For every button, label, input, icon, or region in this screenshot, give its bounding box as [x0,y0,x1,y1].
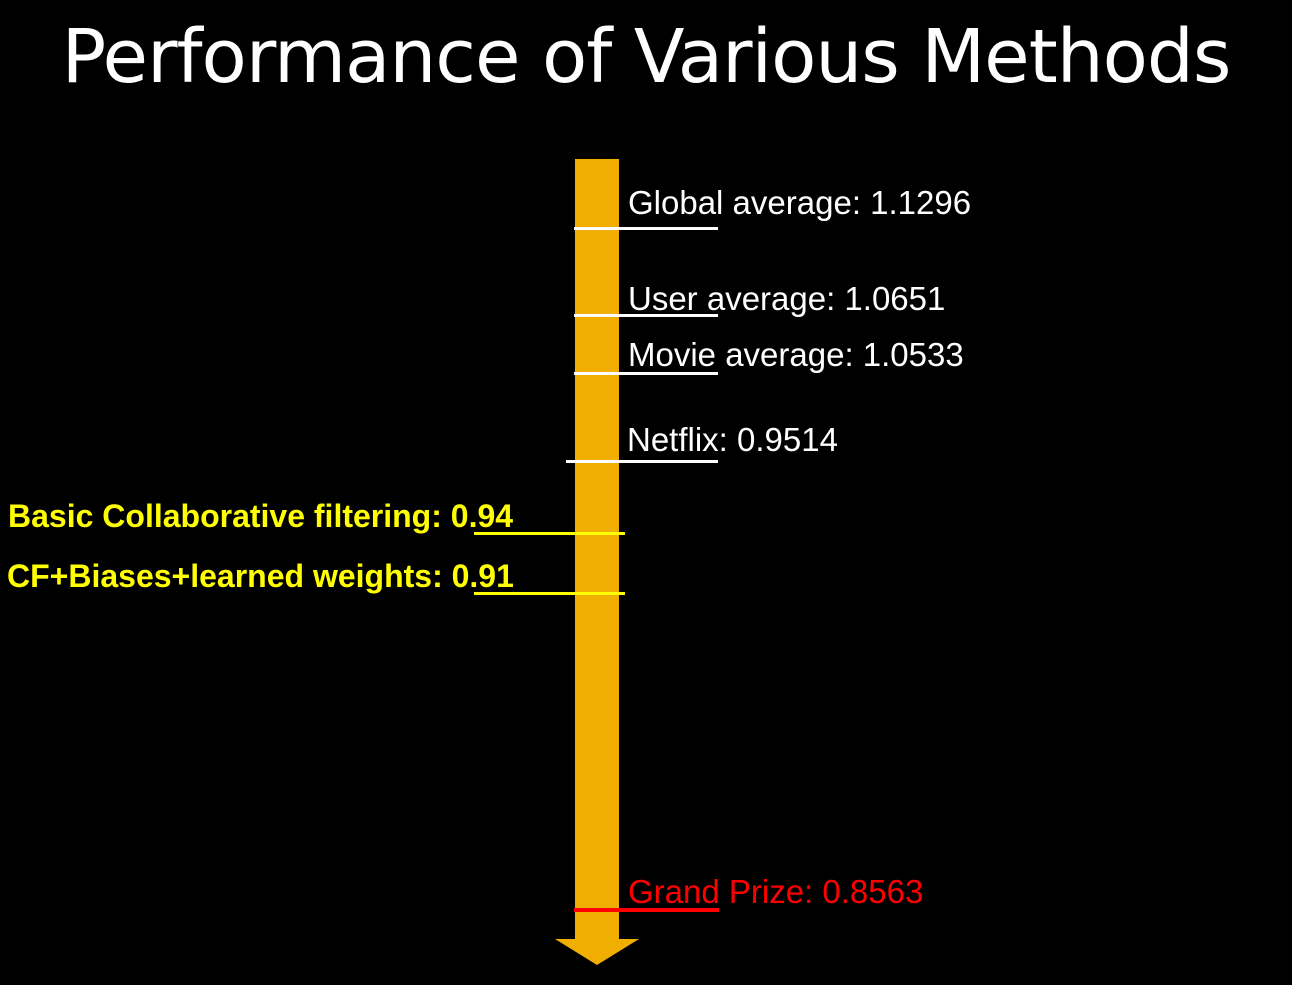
label-netflix: Netflix: 0.9514 [627,421,838,458]
tick-global-average [574,227,718,230]
slide-title: Performance of Various Methods [61,14,1232,100]
tick-grand-prize [574,908,719,912]
tick-user-average [574,314,718,317]
tick-netflix [566,460,718,463]
label-movie-average: Movie average: 1.0533 [628,336,964,373]
tick-basic-cf [474,532,625,535]
label-user-average: User average: 1.0651 [628,280,946,317]
scale-arrow-shaft [575,159,619,941]
label-basic-cf: Basic Collaborative filtering: 0.94 [8,498,514,534]
tick-movie-average [574,372,718,375]
tick-cf-biases [474,592,625,595]
label-grand-prize: Grand Prize: 0.8563 [628,873,924,910]
down-arrow-icon [555,939,639,965]
label-cf-biases: CF+Biases+learned weights: 0.91 [7,558,514,594]
label-global-average: Global average: 1.1296 [628,184,972,221]
